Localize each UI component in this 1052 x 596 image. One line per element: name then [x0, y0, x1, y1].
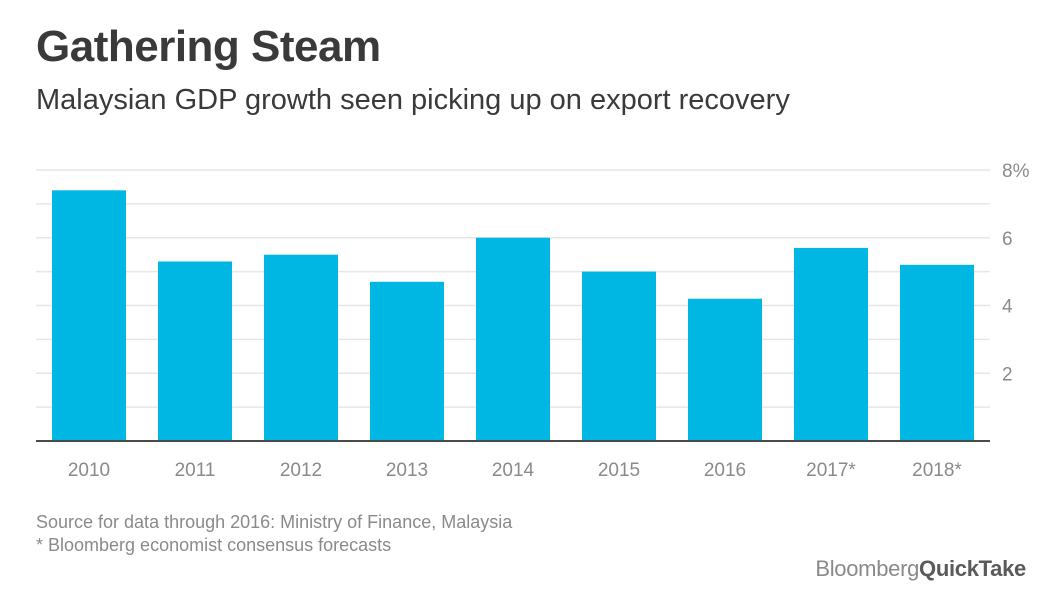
y-tick-labels: 8% 6 4 2 — [1002, 161, 1030, 385]
bar-2010 — [52, 190, 126, 441]
y-tick-label: 4 — [1002, 297, 1013, 318]
x-tick-label: 2016 — [704, 460, 746, 481]
bar-2014 — [476, 237, 550, 441]
bar-2017-forecast — [794, 247, 868, 441]
chart-subtitle: Malaysian GDP growth seen picking up on … — [36, 84, 790, 116]
y-tick-label: 6 — [1002, 229, 1013, 250]
x-tick-label: 2014 — [492, 460, 535, 481]
y-tick-label: 8% — [1002, 161, 1030, 182]
brand-bloomberg: Bloomberg — [815, 556, 920, 581]
bar-2016 — [688, 298, 762, 441]
x-tick-label: 2015 — [598, 460, 640, 481]
x-tick-label: 2011 — [175, 460, 216, 481]
bar-2018-forecast — [900, 264, 974, 441]
bar-2015 — [582, 271, 656, 441]
x-tick-label: 2018* — [912, 460, 962, 481]
bar-2013 — [370, 281, 444, 441]
x-tick-labels: 2010 2011 2012 2013 2014 2015 2016 2017* 2018* — [68, 460, 963, 481]
forecast-note: * Bloomberg economist consensus forecast… — [36, 535, 392, 555]
x-tick-label: 2010 — [68, 460, 110, 481]
bars — [52, 190, 974, 441]
chart-title: Gathering Steam — [36, 22, 381, 71]
source-note: Source for data through 2016: Ministry o… — [36, 512, 513, 532]
bar-chart: 2010 2011 2012 2013 2014 2015 2016 2017* 2018* 8… — [36, 161, 1030, 481]
brand-quicktake: QuickTake — [919, 556, 1026, 581]
x-tick-label: 2017* — [806, 460, 856, 481]
x-tick-label: 2013 — [386, 460, 428, 481]
bar-2011 — [158, 261, 232, 441]
bar-2012 — [264, 254, 338, 441]
bloomberg-quicktake-logo: BloombergQuickTake — [815, 556, 1026, 582]
x-tick-label: 2012 — [280, 460, 322, 481]
y-tick-label: 2 — [1002, 364, 1013, 385]
